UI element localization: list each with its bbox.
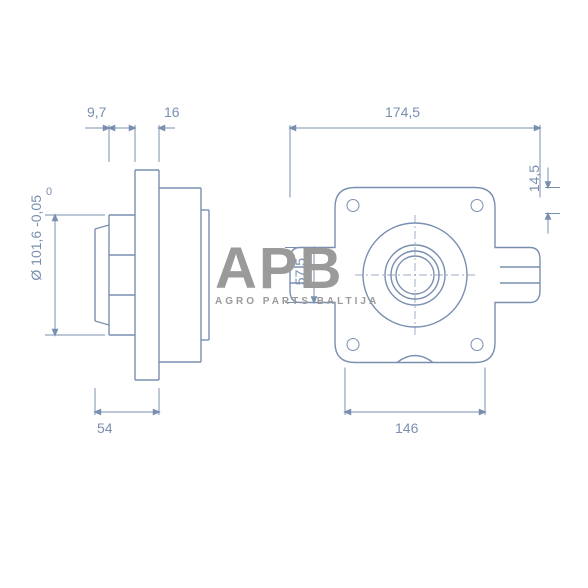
dim-right-vert-2: 57,5 (292, 258, 308, 285)
dim-top-left-1: 9,7 (87, 104, 106, 120)
dim-top-left-2: 16 (164, 104, 180, 120)
dim-left-vert: Ø 101,6 -0,05 (28, 195, 44, 281)
dim-bottom-left: 54 (97, 420, 113, 436)
dim-left-vert-sup: 0 (46, 186, 52, 198)
dim-bottom-right: 146 (395, 420, 418, 436)
dim-right-vert-1: 14,5 (526, 165, 542, 192)
dim-top-right: 174,5 (385, 104, 420, 120)
technical-drawing (0, 0, 588, 588)
